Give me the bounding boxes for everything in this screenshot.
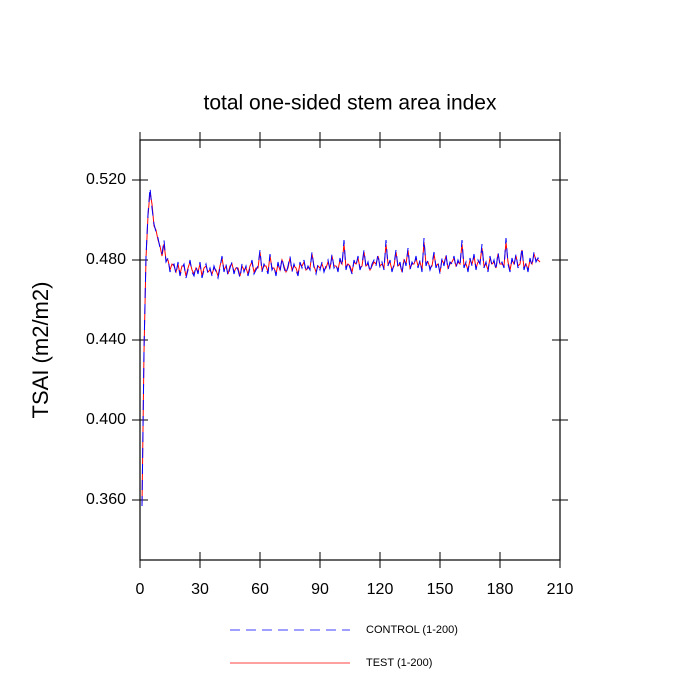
x-tick-label: 90: [311, 581, 329, 598]
x-tick-label: 30: [191, 581, 209, 598]
legend-label: CONTROL (1-200): [366, 624, 458, 636]
x-tick-label: 60: [251, 581, 269, 598]
y-axis-label: TSAI (m2/m2): [28, 282, 53, 419]
y-tick-label: 0.360: [86, 491, 126, 508]
x-tick-label: 0: [136, 581, 145, 598]
y-tick-label: 0.400: [86, 411, 126, 428]
plot-frame: [139, 139, 561, 561]
series-line: [141, 187, 541, 507]
y-tick-label: 0.440: [86, 331, 126, 348]
legend-label: TEST (1-200): [366, 657, 432, 669]
x-tick-label: 150: [427, 581, 454, 598]
y-tick-label: 0.480: [86, 251, 126, 268]
y-tick-label: 0.520: [86, 171, 126, 188]
x-tick-label: 210: [547, 581, 574, 598]
x-tick-label: 120: [367, 581, 394, 598]
x-tick-label: 180: [487, 581, 514, 598]
chart-title: total one-sided stem area index: [203, 92, 497, 115]
series-line: [141, 191, 541, 507]
